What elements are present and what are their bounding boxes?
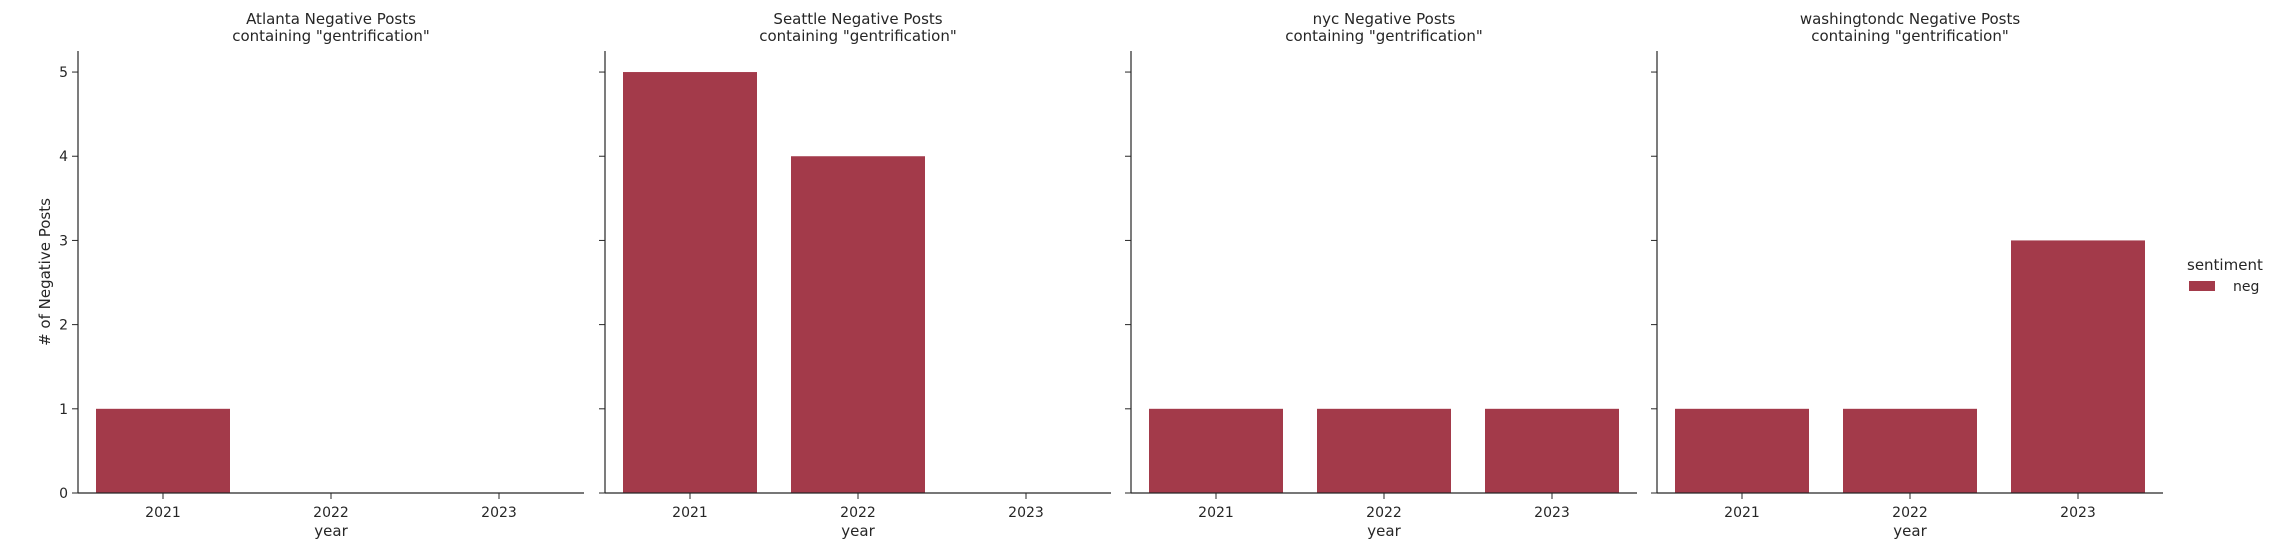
facet-title-line2: containing "gentrification" bbox=[1285, 27, 1483, 45]
facet-title-line1: nyc Negative Posts bbox=[1313, 10, 1456, 28]
bar-2021 bbox=[623, 72, 757, 494]
bar-2021 bbox=[1149, 408, 1283, 493]
x-tick-label: 2021 bbox=[1724, 505, 1760, 521]
facet-title-line1: Atlanta Negative Posts bbox=[246, 10, 416, 28]
x-tick-label: 2021 bbox=[672, 505, 708, 521]
x-tick-label: 2023 bbox=[1008, 505, 1044, 521]
x-tick-label: 2023 bbox=[1534, 505, 1570, 521]
x-tick-label: 2022 bbox=[313, 505, 349, 521]
facet-title-line2: containing "gentrification" bbox=[759, 27, 957, 45]
x-axis-label: year bbox=[1893, 522, 1927, 540]
x-tick-label: 2022 bbox=[840, 505, 876, 521]
legend-title: sentiment bbox=[2187, 256, 2263, 274]
y-tick-label: 2 bbox=[59, 318, 68, 334]
x-axis-label: year bbox=[1367, 522, 1401, 540]
x-tick-label: 2022 bbox=[1366, 505, 1402, 521]
facet-title-line1: Seattle Negative Posts bbox=[773, 10, 942, 28]
y-tick-label: 0 bbox=[59, 486, 68, 502]
x-tick-label: 2021 bbox=[145, 505, 181, 521]
x-tick-label: 2021 bbox=[1198, 505, 1234, 521]
bar-2021 bbox=[1675, 408, 1809, 493]
legend-swatch bbox=[2189, 281, 2215, 291]
facet-title-line2: containing "gentrification" bbox=[1811, 27, 2009, 45]
legend-label: neg bbox=[2233, 279, 2259, 295]
facet-title-line1: washingtondc Negative Posts bbox=[1800, 10, 2021, 28]
x-tick-label: 2023 bbox=[2060, 505, 2096, 521]
x-axis-label: year bbox=[841, 522, 875, 540]
y-tick-label: 1 bbox=[59, 402, 68, 418]
y-tick-label: 5 bbox=[59, 65, 68, 81]
bar-2023 bbox=[1485, 408, 1619, 493]
x-tick-label: 2022 bbox=[1892, 505, 1928, 521]
x-tick-label: 2023 bbox=[481, 505, 517, 521]
y-tick-label: 4 bbox=[59, 149, 68, 165]
y-tick-label: 3 bbox=[59, 233, 68, 249]
bar-2022 bbox=[791, 156, 925, 493]
facet-title-line2: containing "gentrification" bbox=[232, 27, 430, 45]
bar-2022 bbox=[1317, 408, 1451, 493]
x-axis-label: year bbox=[314, 522, 348, 540]
bar-2022 bbox=[1843, 408, 1977, 493]
bar-2021 bbox=[96, 408, 230, 493]
bar-2023 bbox=[2011, 240, 2145, 493]
y-axis-label: # of Negative Posts bbox=[36, 198, 54, 346]
